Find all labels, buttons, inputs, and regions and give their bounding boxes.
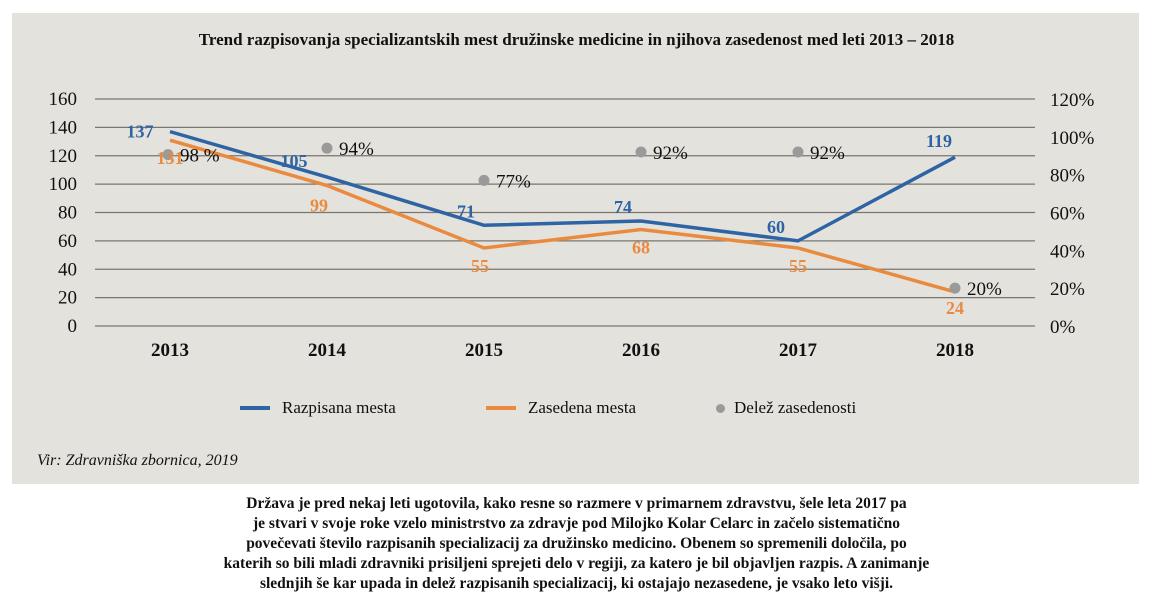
share-label: 77%: [496, 171, 531, 192]
legend-swatch-orange-line: [486, 406, 516, 410]
y-tick-label: 40: [58, 259, 77, 280]
y2-tick-label: 60%: [1050, 204, 1085, 225]
share-dot: [635, 146, 647, 158]
caption-line: Država je pred nekaj leti ugotovila, kak…: [246, 495, 907, 512]
legend-label: Delež zasedenosti: [734, 398, 857, 417]
y2-tick-label: 0%: [1050, 317, 1076, 338]
source-note: Vir: Zdravniška zbornica, 2019: [37, 452, 238, 469]
x-tick-label: 2016: [622, 340, 660, 361]
data-label: 68: [632, 238, 650, 258]
data-label: 131: [157, 148, 184, 168]
x-tick-label: 2015: [465, 340, 503, 361]
share-label: 92%: [653, 143, 688, 164]
data-label: 105: [281, 151, 308, 171]
y-tick-label: 120: [49, 146, 78, 167]
y2-tick-label: 100%: [1050, 128, 1095, 149]
y2-tick-label: 120%: [1050, 90, 1095, 111]
y-tick-label: 100: [49, 174, 78, 195]
y2-tick-label: 40%: [1050, 241, 1085, 262]
share-dot: [321, 142, 333, 154]
share-label: 20%: [967, 279, 1002, 300]
chart-legend: Razpisana mesta Zasedena mesta Delež zas…: [0, 398, 1153, 422]
y-tick-label: 80: [58, 203, 77, 224]
chart-panel: [12, 13, 1139, 484]
share-label: 98 %: [180, 146, 220, 167]
legend-item-delez: Delež zasedenosti: [716, 398, 856, 418]
data-label: 74: [614, 197, 632, 217]
caption-line: slednjih še kar upada in delež razpisani…: [259, 575, 894, 592]
x-tick-label: 2018: [936, 340, 974, 361]
share-label: 92%: [810, 143, 845, 164]
data-label: 55: [789, 256, 807, 276]
caption-line: katerih so bili mladi zdravniki prisilje…: [223, 555, 930, 572]
data-label: 55: [471, 256, 489, 276]
x-tick-label: 2014: [308, 340, 347, 361]
legend-swatch-gray-dot: [716, 403, 725, 413]
data-label: 71: [457, 201, 475, 221]
x-tick-label: 2013: [151, 340, 189, 361]
y2-tick-label: 80%: [1050, 166, 1085, 187]
y-tick-label: 0: [68, 316, 78, 337]
y-tick-label: 20: [58, 288, 77, 309]
share-label: 94%: [339, 139, 374, 160]
data-label: 137: [127, 122, 154, 142]
data-label: 119: [926, 131, 952, 151]
y-tick-label: 60: [58, 231, 77, 252]
data-label: 60: [767, 217, 785, 237]
legend-swatch-blue-line: [240, 406, 270, 410]
caption-line: je stvari v svoje roke vzelo ministrstvo…: [253, 515, 900, 532]
legend-label: Razpisana mesta: [282, 398, 396, 417]
share-dot: [478, 174, 490, 186]
share-dot: [792, 146, 804, 158]
chart-title: Trend razpisovanja specializantskih mest…: [198, 30, 955, 49]
series-line-razpisana: [169, 129, 956, 243]
y-tick-label: 140: [49, 117, 78, 138]
data-label: 24: [946, 298, 964, 318]
chart-plot: 0 20 40 60 80 100 120 140 160 0% 20% 40% 60% 80% 100%…: [49, 89, 1095, 361]
caption-line: povečevati število razpisanih specializa…: [246, 535, 907, 552]
x-tick-label: 2017: [779, 340, 818, 361]
y-tick-label: 160: [49, 89, 78, 110]
share-dot: [162, 149, 174, 161]
series-line-zasedena: [169, 138, 956, 294]
legend-item-zasedena: Zasedena mesta: [486, 398, 636, 418]
legend-label: Zasedena mesta: [528, 398, 637, 417]
data-label: 99: [310, 196, 328, 216]
y2-tick-label: 20%: [1050, 279, 1085, 300]
legend-item-razpisana: Razpisana mesta: [240, 398, 396, 418]
caption: Država je pred nekaj leti ugotovila, kak…: [0, 494, 1153, 594]
share-dot: [949, 282, 961, 294]
